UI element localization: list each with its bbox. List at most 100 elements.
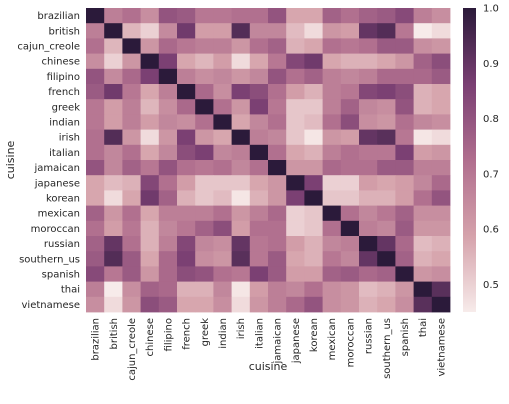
heatmap-cell — [195, 190, 214, 206]
heatmap-cell — [213, 281, 232, 298]
x-tick-label: filipino — [163, 318, 174, 351]
heatmap-cell — [322, 8, 342, 24]
heatmap-cell — [213, 68, 232, 85]
heatmap-cell — [286, 296, 305, 313]
y-tick-label: irish — [59, 133, 80, 144]
heatmap-cell — [104, 8, 123, 24]
heatmap-cell — [431, 281, 451, 298]
heatmap-cell — [158, 84, 178, 100]
heatmap-cell — [177, 23, 196, 39]
heatmap-cell — [177, 296, 196, 313]
x-tick-label: moroccan — [345, 318, 356, 367]
heatmap-cell — [268, 8, 287, 24]
heatmap-cell — [104, 175, 123, 191]
heatmap-cell — [322, 175, 342, 191]
heatmap-cell — [340, 8, 360, 24]
heatmap-cell — [413, 129, 433, 146]
heatmap-cell — [359, 220, 378, 237]
heatmap-cell — [104, 114, 123, 130]
heatmap-cell — [122, 23, 141, 39]
heatmap-cell — [377, 220, 396, 237]
heatmap-cell — [286, 266, 305, 282]
heatmap-cell — [304, 236, 323, 252]
heatmap-cell — [304, 175, 323, 191]
heatmap-cell — [86, 266, 105, 282]
heatmap-cell — [158, 266, 178, 282]
heatmap-cell — [268, 38, 287, 54]
heatmap-cell — [413, 281, 433, 298]
heatmap-cell — [104, 99, 123, 115]
heatmap-cell — [122, 205, 141, 222]
heatmap-cell — [268, 296, 287, 313]
heatmap-cell — [249, 84, 269, 100]
heatmap-cell — [377, 281, 396, 298]
heatmap-cell — [395, 144, 414, 161]
heatmap-cell — [122, 296, 141, 313]
heatmap-cell — [122, 84, 141, 100]
heatmap-cell — [340, 38, 360, 54]
heatmap-cell — [304, 251, 323, 267]
heatmap-cell — [359, 144, 378, 161]
heatmap-cell — [104, 160, 123, 176]
heatmap-cell — [304, 8, 323, 24]
heatmap-cell — [249, 190, 269, 206]
heatmap-cell — [231, 220, 251, 237]
heatmap-cell — [140, 205, 160, 222]
heatmap-cell — [377, 99, 396, 115]
heatmap-cell — [395, 251, 414, 267]
heatmap-cell — [304, 23, 323, 39]
colorbar-tick-label: 0.6 — [483, 225, 499, 236]
heatmap-cell — [249, 251, 269, 267]
heatmap-cell — [158, 8, 178, 24]
heatmap-cell — [322, 38, 342, 54]
heatmap-cell — [268, 53, 287, 70]
y-tick-label: moroccan — [31, 224, 80, 235]
heatmap-cell — [359, 281, 378, 298]
heatmap-cell — [413, 144, 433, 161]
colorbar-ticks: 0.5 0.6 0.7 0.8 0.9 1.0 — [483, 4, 499, 291]
heatmap-cell — [377, 266, 396, 282]
heatmap-cell — [158, 144, 178, 161]
colorbar — [463, 8, 476, 312]
heatmap-cell — [249, 53, 269, 70]
heatmap-cell — [249, 281, 269, 298]
heatmap-cell — [286, 68, 305, 85]
heatmap-cell — [431, 205, 451, 222]
heatmap-cell — [431, 220, 451, 237]
heatmap-cell — [140, 251, 160, 267]
y-tick-label: mexican — [38, 209, 80, 220]
heatmap-cell — [304, 144, 323, 161]
heatmap-cell — [104, 129, 123, 146]
heatmap-cell — [158, 68, 178, 85]
heatmap-cell — [304, 68, 323, 85]
heatmap-cell — [177, 236, 196, 252]
heatmap-cell — [340, 144, 360, 161]
heatmap-cell — [177, 220, 196, 237]
heatmap-cell — [86, 281, 105, 298]
heatmap-cell — [177, 129, 196, 146]
y-tick-label: filipino — [47, 72, 80, 83]
heatmap-cell — [359, 266, 378, 282]
heatmap-cell — [122, 220, 141, 237]
heatmap-cell — [268, 160, 287, 176]
heatmap-cell — [431, 251, 451, 267]
heatmap-cell — [431, 68, 451, 85]
heatmap-cell — [377, 129, 396, 146]
heatmap-cell — [413, 205, 433, 222]
heatmap-cell — [359, 68, 378, 85]
heatmap-cell — [377, 236, 396, 252]
heatmap-cell — [359, 38, 378, 54]
heatmap-cell — [231, 53, 251, 70]
heatmap-cell — [322, 53, 342, 70]
heatmap-cell — [158, 99, 178, 115]
y-tick-label: southern_us — [19, 254, 80, 265]
heatmap-cell — [158, 129, 178, 146]
heatmap-cell — [231, 160, 251, 176]
x-tick-label: spanish — [400, 318, 411, 356]
heatmap-cell — [322, 68, 342, 85]
heatmap-cell — [249, 160, 269, 176]
heatmap-cell — [340, 23, 360, 39]
heatmap-cell — [431, 144, 451, 161]
heatmap-cell — [268, 175, 287, 191]
heatmap-cell — [268, 129, 287, 146]
